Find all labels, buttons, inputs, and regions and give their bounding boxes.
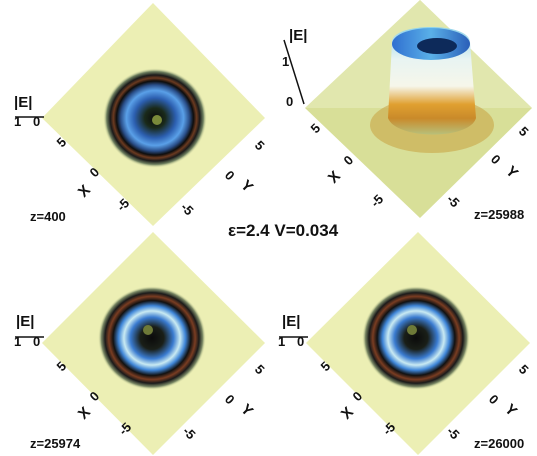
panel-4-core: [407, 325, 417, 335]
panel-3-z-label: z=25974: [30, 436, 81, 451]
panel-4-z-label: z=26000: [474, 436, 525, 451]
panel-1-z-tick-1: 1: [14, 114, 21, 129]
panel-2-x-tick-neg5: -5: [368, 191, 387, 210]
panel-2-y-tick-neg5: -5: [444, 192, 463, 211]
panel-1-y-axis-label: Y: [237, 177, 256, 196]
panel-4-y-tick-0: 0: [486, 392, 502, 408]
panel-2: |E| 1 0 5 0 X -5 5 0 Y -5: [282, 0, 532, 218]
panel-4: |E| 1 0 5 0 X -5 5 0 Y -5: [278, 232, 532, 455]
panel-4-z-tick-1: 1: [278, 334, 285, 349]
panel-1-z-tick-0: 0: [33, 114, 40, 129]
panel-4-y-tick-neg5: -5: [444, 424, 463, 443]
panel-2-x-axis-label: X: [325, 168, 344, 187]
panel-3-z-axis-label: |E|: [16, 313, 34, 330]
parameter-label: ε=2.4 V=0.034: [228, 221, 339, 240]
panel-3-ring: [98, 286, 206, 390]
panel-3: |E| 1 0 5 0 X -5 5 0 Y -5: [14, 232, 268, 455]
panel-4-y-axis-label: Y: [501, 401, 520, 420]
panel-4-ring: [362, 286, 470, 390]
panel-4-z-axis-label: |E|: [282, 313, 300, 330]
panel-4-y-tick-5: 5: [516, 362, 532, 378]
panel-1-z-label: z=400: [30, 209, 66, 224]
panel-3-x-axis-label: X: [75, 404, 94, 423]
panel-3-z-tick-1: 1: [14, 334, 21, 349]
panel-2-y-tick-5: 5: [516, 124, 532, 140]
panel-2-peak-crater: [417, 38, 457, 54]
panel-2-x-tick-0: 0: [341, 152, 357, 168]
panel-3-y-tick-neg5: -5: [180, 424, 199, 443]
panel-1-y-tick-5: 5: [252, 138, 268, 154]
panel-1-y-tick-0: 0: [222, 168, 238, 184]
panel-3-core: [143, 325, 153, 335]
panel-1: |E| 1 0 5 0 X -5 5 0 Y -5: [14, 3, 268, 226]
panel-2-z-axis: [283, 39, 305, 105]
panel-1-core: [152, 115, 162, 125]
panel-2-y-tick-0: 0: [488, 152, 504, 168]
panel-3-y-tick-0: 0: [222, 392, 238, 408]
panel-3-y-tick-5: 5: [252, 362, 268, 378]
panel-3-z-tick-0: 0: [33, 334, 40, 349]
panel-1-x-axis-label: X: [75, 182, 94, 201]
panel-2-z-tick-1: 1: [282, 54, 289, 69]
panel-2-y-axis-label: Y: [502, 163, 521, 182]
panel-2-z-axis-label: |E|: [289, 27, 307, 44]
panel-3-y-axis-label: Y: [237, 401, 256, 420]
panel-4-z-tick-0: 0: [297, 334, 304, 349]
panel-1-y-tick-neg5: -5: [178, 200, 197, 219]
panel-1-z-axis-label: |E|: [14, 94, 32, 111]
panel-2-z-label: z=25988: [474, 207, 525, 222]
panel-4-x-axis-label: X: [338, 404, 357, 423]
panel-2-z-tick-0: 0: [286, 94, 293, 109]
